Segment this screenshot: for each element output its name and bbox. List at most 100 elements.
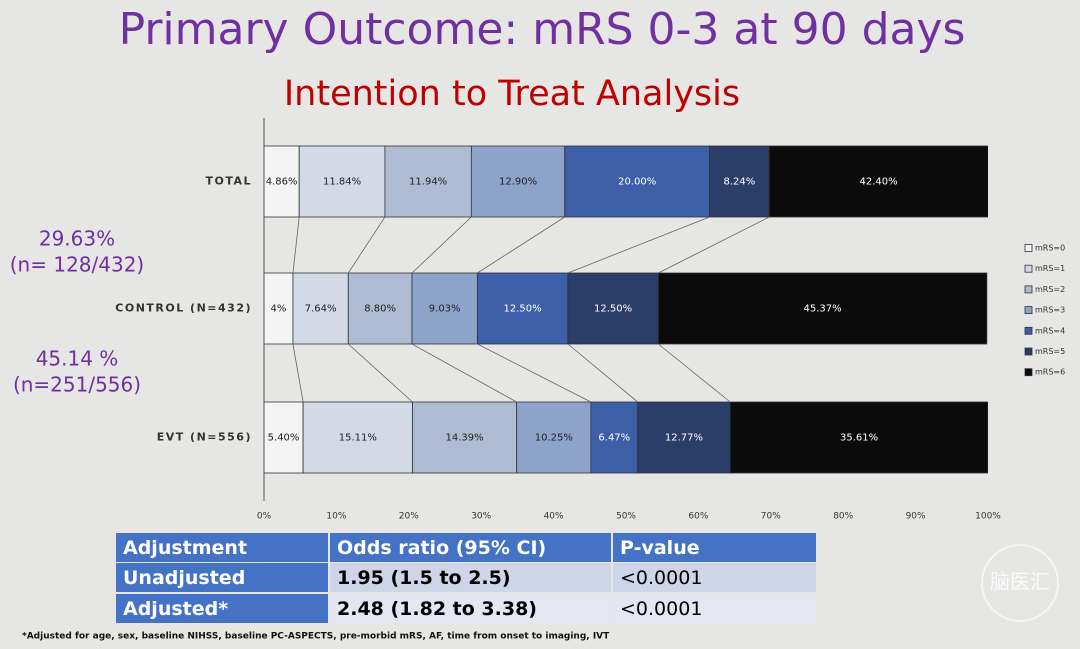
header-text: Odds ratio (95% CI) — [337, 537, 546, 559]
bar-segment — [264, 145, 300, 218]
connector — [292, 216, 300, 274]
data-label: 35.61% — [840, 433, 878, 444]
bar-segment — [411, 272, 478, 345]
bar-segment — [412, 401, 518, 474]
bar-segment — [264, 272, 294, 345]
connector — [567, 343, 638, 403]
bar-segment — [384, 145, 472, 218]
legend-swatch — [1024, 347, 1033, 356]
bar-segment — [590, 401, 639, 474]
watermark: 脑医汇 — [990, 570, 1050, 594]
connector — [658, 343, 731, 403]
data-label: 14.39% — [446, 433, 484, 444]
legend-label: mRS=2 — [1035, 285, 1065, 294]
data-label: 45.37% — [804, 304, 842, 315]
legend-label: mRS=3 — [1035, 306, 1065, 315]
cell — [116, 594, 328, 623]
legend-swatch — [1024, 306, 1033, 315]
cell — [330, 563, 611, 592]
legend-label: mRS=0 — [1035, 244, 1065, 253]
bar-segment — [709, 145, 770, 218]
x-tick-label: 40% — [544, 512, 564, 522]
x-tick-label: 50% — [616, 512, 636, 522]
x-tick-label: 20% — [399, 512, 419, 522]
data-label: 12.50% — [594, 304, 632, 315]
legend-swatch — [1024, 368, 1033, 377]
legend-swatch — [1024, 326, 1033, 335]
x-tick-label: 70% — [761, 512, 781, 522]
bar-segment — [657, 272, 988, 345]
data-label: 4% — [271, 304, 287, 315]
bar-segment — [298, 145, 386, 218]
data-label: 8.24% — [723, 177, 755, 188]
header-text: P-value — [620, 537, 700, 559]
cell-text: 1.95 (1.5 to 2.5) — [337, 567, 511, 589]
cell — [613, 563, 816, 592]
bar-segment — [292, 272, 349, 345]
watermark-ring — [981, 544, 1059, 622]
x-tick-label: 90% — [906, 512, 926, 522]
title: Primary Outcome: mRS 0-3 at 90 days — [119, 4, 966, 55]
legend-label: mRS=1 — [1035, 264, 1065, 273]
legend-swatch — [1024, 264, 1033, 273]
bar-segment — [567, 272, 659, 345]
category-label: CONTROL (N=432) — [115, 302, 252, 315]
data-label: 10.25% — [535, 433, 573, 444]
legend-swatch — [1024, 285, 1033, 294]
cell-text: <0.0001 — [620, 598, 702, 620]
bar-segment — [768, 145, 988, 218]
x-tick-label: 80% — [833, 512, 853, 522]
annotation: 29.63% — [39, 227, 115, 251]
data-label: 7.64% — [305, 304, 337, 315]
bar-segment — [470, 145, 566, 218]
cell-text: Unadjusted — [123, 567, 245, 589]
bar-segment — [516, 401, 592, 474]
x-tick-label: 60% — [688, 512, 708, 522]
data-label: 8.80% — [364, 304, 396, 315]
header-cell — [116, 533, 328, 562]
bar-segment — [729, 401, 988, 474]
category-label: EVT (N=556) — [157, 431, 252, 444]
cell-text: <0.0001 — [620, 567, 702, 589]
legend-label: mRS=5 — [1035, 347, 1065, 356]
header-cell — [330, 533, 611, 562]
header-cell — [613, 533, 816, 562]
connector — [292, 343, 304, 403]
table: Adjustment Odds ratio (95% CI) P-value Unad… — [116, 533, 816, 623]
annotation: (n=251/556) — [13, 373, 141, 397]
subtitle: Intention to Treat Analysis — [284, 74, 740, 114]
data-label: 11.84% — [323, 177, 361, 188]
cell — [330, 594, 611, 623]
data-label: 12.50% — [504, 304, 542, 315]
data-label: 15.11% — [339, 433, 377, 444]
connector — [347, 216, 386, 274]
bar-segment — [476, 272, 569, 345]
data-label: 4.86% — [266, 177, 298, 188]
footnote: *Adjusted for age, sex, baseline NIHSS, … — [22, 632, 610, 642]
annotation: (n= 128/432) — [10, 253, 144, 277]
bar-segment — [564, 145, 710, 218]
cell — [613, 594, 816, 623]
data-label: 5.40% — [268, 433, 300, 444]
connector — [477, 343, 592, 403]
data-label: 12.77% — [665, 433, 703, 444]
cell-text: 2.48 (1.82 to 3.38) — [337, 598, 537, 620]
category-label: TOTAL — [205, 175, 252, 188]
bar-segment — [264, 401, 304, 474]
data-label: 11.94% — [409, 177, 447, 188]
data-label: 12.90% — [499, 177, 537, 188]
x-tick-label: 100% — [975, 512, 1001, 522]
connector — [348, 343, 413, 403]
cell — [116, 563, 328, 592]
connector — [411, 216, 472, 274]
data-label: 20.00% — [618, 177, 656, 188]
bar-segment — [637, 401, 731, 474]
data-label: 9.03% — [429, 304, 461, 315]
data-label: 42.40% — [860, 177, 898, 188]
header-text: Adjustment — [123, 537, 247, 559]
legend-label: mRS=6 — [1035, 368, 1065, 377]
legend-swatch — [1024, 244, 1033, 252]
connector — [658, 216, 770, 274]
annotation: 45.14 % — [36, 347, 119, 371]
